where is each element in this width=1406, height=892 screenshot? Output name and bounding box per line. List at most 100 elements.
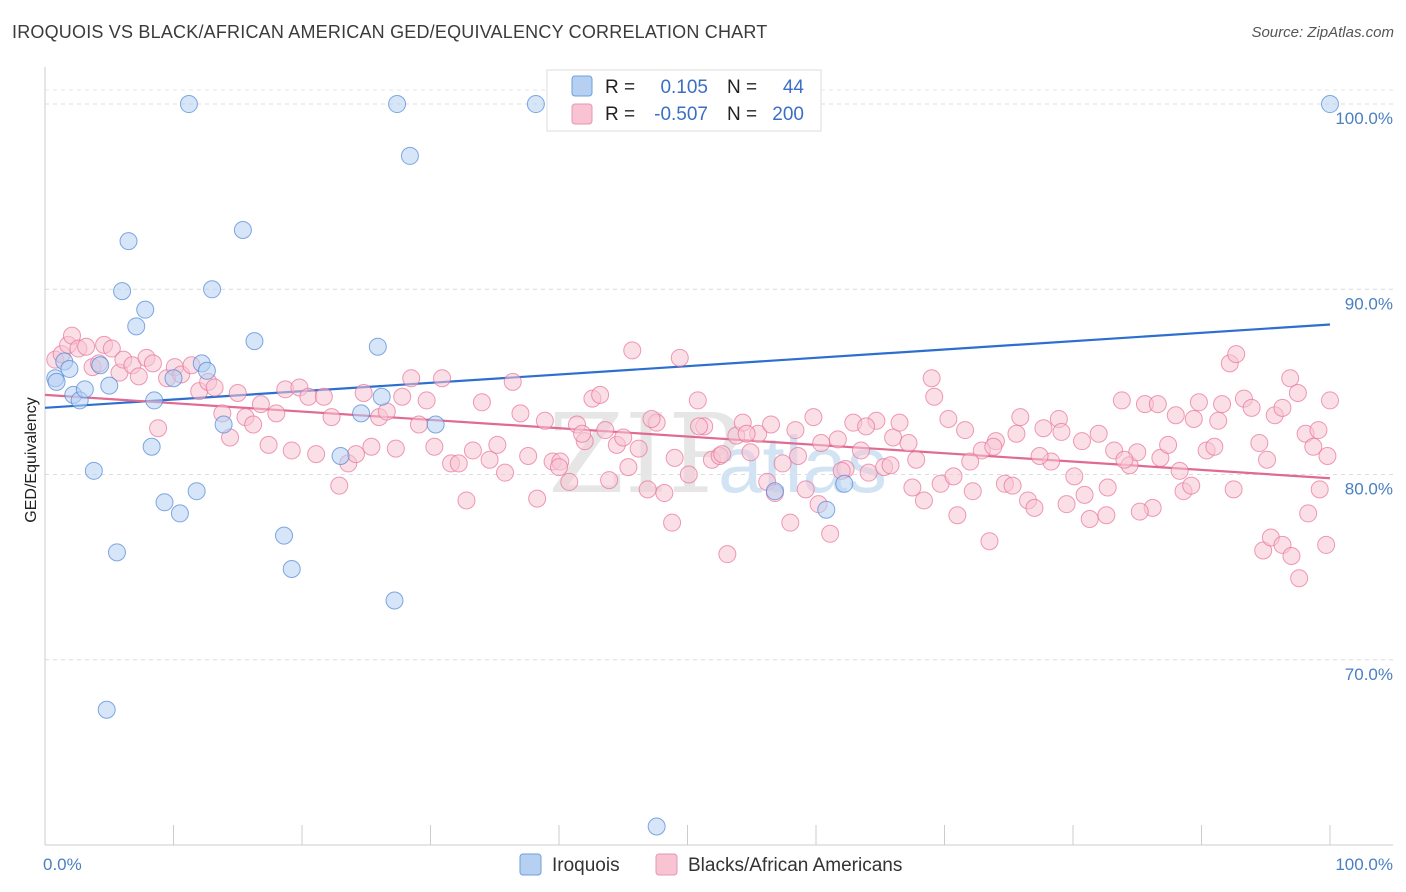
data-point bbox=[1011, 408, 1030, 427]
data-point bbox=[1290, 569, 1309, 588]
bottom-legend-label-iroquois: Iroquois bbox=[552, 855, 620, 876]
data-point bbox=[903, 478, 922, 497]
data-point bbox=[713, 445, 732, 464]
data-point bbox=[472, 393, 491, 412]
data-point bbox=[762, 415, 781, 434]
data-point bbox=[346, 445, 365, 464]
data-point bbox=[956, 421, 975, 440]
data-point bbox=[1148, 395, 1167, 414]
data-point bbox=[1189, 393, 1208, 412]
data-point bbox=[496, 463, 515, 482]
data-point bbox=[859, 463, 878, 482]
legend-r-label-1: R = bbox=[605, 77, 635, 98]
data-point bbox=[665, 448, 684, 467]
bottom-legend-label-blacks: Blacks/African Americans bbox=[688, 855, 902, 876]
legend-n-label-1: N = bbox=[727, 77, 757, 98]
data-point bbox=[1224, 480, 1243, 499]
legend-n-label-2: N = bbox=[727, 104, 757, 125]
data-point bbox=[890, 413, 909, 432]
stats-legend-box bbox=[546, 69, 822, 132]
data-point bbox=[330, 476, 349, 495]
data-point bbox=[244, 415, 263, 434]
series-legend: Iroquois Blacks/African Americans bbox=[519, 853, 902, 876]
data-point bbox=[786, 421, 805, 440]
data-point bbox=[197, 361, 216, 380]
data-point bbox=[519, 447, 538, 465]
data-point bbox=[129, 367, 148, 386]
data-point bbox=[1072, 432, 1091, 451]
legend-n-value-2: 200 bbox=[772, 104, 804, 125]
data-point bbox=[503, 372, 522, 391]
data-point bbox=[142, 437, 161, 456]
data-point bbox=[1080, 509, 1099, 528]
data-point bbox=[1299, 504, 1318, 523]
data-point bbox=[511, 404, 530, 423]
data-point bbox=[596, 421, 615, 440]
data-point bbox=[352, 404, 371, 423]
data-point bbox=[804, 408, 823, 427]
data-point bbox=[107, 543, 126, 562]
data-point bbox=[961, 452, 980, 471]
data-point bbox=[535, 411, 554, 430]
data-point bbox=[91, 356, 110, 375]
points-layer bbox=[46, 95, 1339, 836]
data-point bbox=[948, 506, 967, 525]
data-point bbox=[75, 380, 94, 399]
data-point bbox=[528, 489, 547, 508]
data-point bbox=[619, 458, 638, 477]
data-point bbox=[449, 454, 468, 473]
data-point bbox=[426, 415, 445, 434]
data-point bbox=[463, 441, 482, 460]
data-point bbox=[275, 526, 294, 545]
data-point bbox=[368, 337, 387, 356]
data-point bbox=[963, 482, 982, 501]
data-point bbox=[821, 524, 840, 543]
data-point bbox=[663, 513, 682, 532]
data-point bbox=[1025, 498, 1044, 517]
x-tick-label-0: 0.0% bbox=[43, 855, 82, 874]
x-tick-label-1: 100.0% bbox=[1335, 855, 1393, 874]
data-point bbox=[179, 95, 198, 114]
data-point bbox=[433, 369, 452, 388]
data-point bbox=[679, 465, 698, 484]
data-point bbox=[560, 472, 579, 491]
data-point bbox=[638, 480, 657, 499]
data-point bbox=[980, 532, 999, 551]
data-point bbox=[1318, 447, 1337, 465]
data-point bbox=[1052, 422, 1071, 441]
grid-lines bbox=[45, 89, 1393, 661]
data-point bbox=[205, 378, 224, 397]
data-point bbox=[1321, 391, 1339, 410]
data-point bbox=[1242, 398, 1261, 417]
data-point bbox=[1258, 450, 1277, 469]
data-point bbox=[1130, 502, 1149, 521]
data-point bbox=[655, 484, 674, 503]
legend-n-value-1: 44 bbox=[783, 77, 805, 98]
data-point bbox=[781, 513, 800, 532]
data-point bbox=[899, 434, 918, 453]
data-point bbox=[1112, 391, 1131, 410]
data-point bbox=[149, 419, 168, 438]
data-point bbox=[331, 447, 350, 465]
data-point bbox=[1281, 369, 1300, 388]
data-point bbox=[1213, 395, 1232, 414]
data-point bbox=[113, 282, 132, 301]
data-point bbox=[233, 221, 252, 240]
data-point bbox=[741, 443, 760, 462]
legend-r-value-2: -0.507 bbox=[654, 104, 708, 125]
data-point bbox=[1184, 409, 1203, 428]
data-point bbox=[127, 317, 146, 336]
data-point bbox=[573, 424, 592, 443]
data-point bbox=[773, 454, 792, 473]
source-note: Source: ZipAtlas.com bbox=[1251, 24, 1394, 41]
data-point bbox=[1209, 411, 1228, 430]
data-point bbox=[647, 817, 666, 836]
data-point bbox=[386, 439, 405, 458]
data-point bbox=[314, 387, 333, 406]
data-point bbox=[1310, 480, 1329, 499]
data-point bbox=[1115, 450, 1134, 469]
data-point bbox=[97, 700, 116, 719]
data-point bbox=[623, 341, 642, 360]
y-tick-label-3: 100.0% bbox=[1335, 109, 1393, 128]
data-point bbox=[796, 480, 815, 499]
